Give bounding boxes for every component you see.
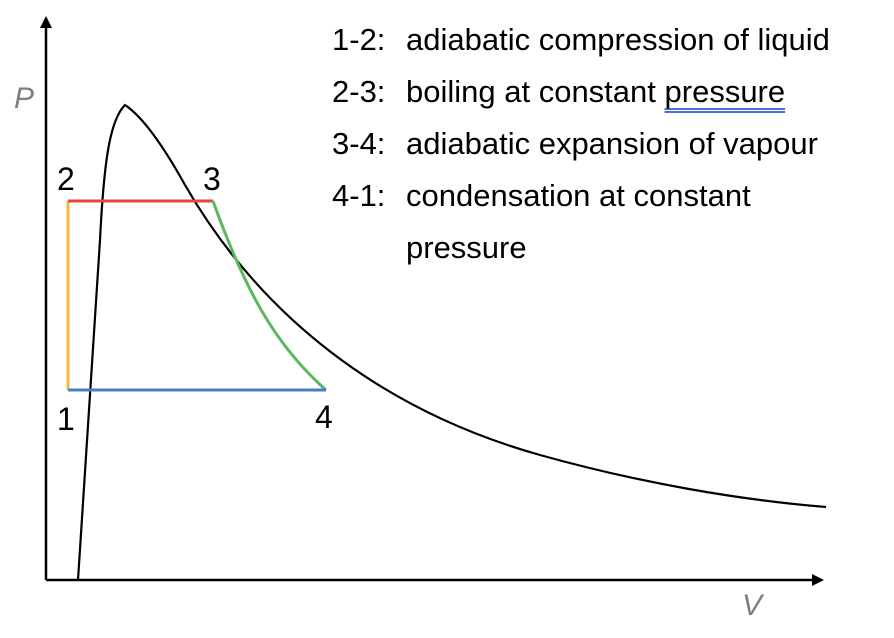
- legend-item-4-1: 4-1: condensation at constant pressure: [332, 170, 892, 274]
- legend-description: boiling at constant pressure: [406, 74, 786, 109]
- legend-description: adiabatic expansion of vapour: [406, 126, 818, 161]
- spellcheck-underlined-word: pressure: [664, 74, 786, 109]
- legend-description: condensation at constant pressure: [406, 178, 751, 265]
- legend-description: adiabatic compression of liquid: [406, 22, 830, 57]
- point-2-label: 2: [57, 161, 75, 197]
- legend-step: 4-1:: [332, 178, 386, 213]
- legend-item-2-3: 2-3: boiling at constant pressure: [332, 66, 892, 118]
- saturation-curve: [76, 103, 827, 581]
- x-axis-label: V: [742, 589, 765, 622]
- legend-step: 1-2:: [332, 22, 386, 57]
- point-4-label: 4: [315, 399, 333, 435]
- y-axis-label: P: [14, 82, 34, 115]
- process-3-4-curve: [211, 200, 327, 392]
- legend-item-1-2: 1-2: adiabatic compression of liquid: [332, 14, 892, 66]
- point-3-label: 3: [203, 161, 221, 197]
- process-legend: 1-2: adiabatic compression of liquid 2-3…: [332, 14, 892, 274]
- legend-step: 2-3:: [332, 74, 386, 109]
- legend-item-3-4: 3-4: adiabatic expansion of vapour: [332, 118, 892, 170]
- legend-step: 3-4:: [332, 126, 386, 161]
- point-1-label: 1: [57, 401, 75, 437]
